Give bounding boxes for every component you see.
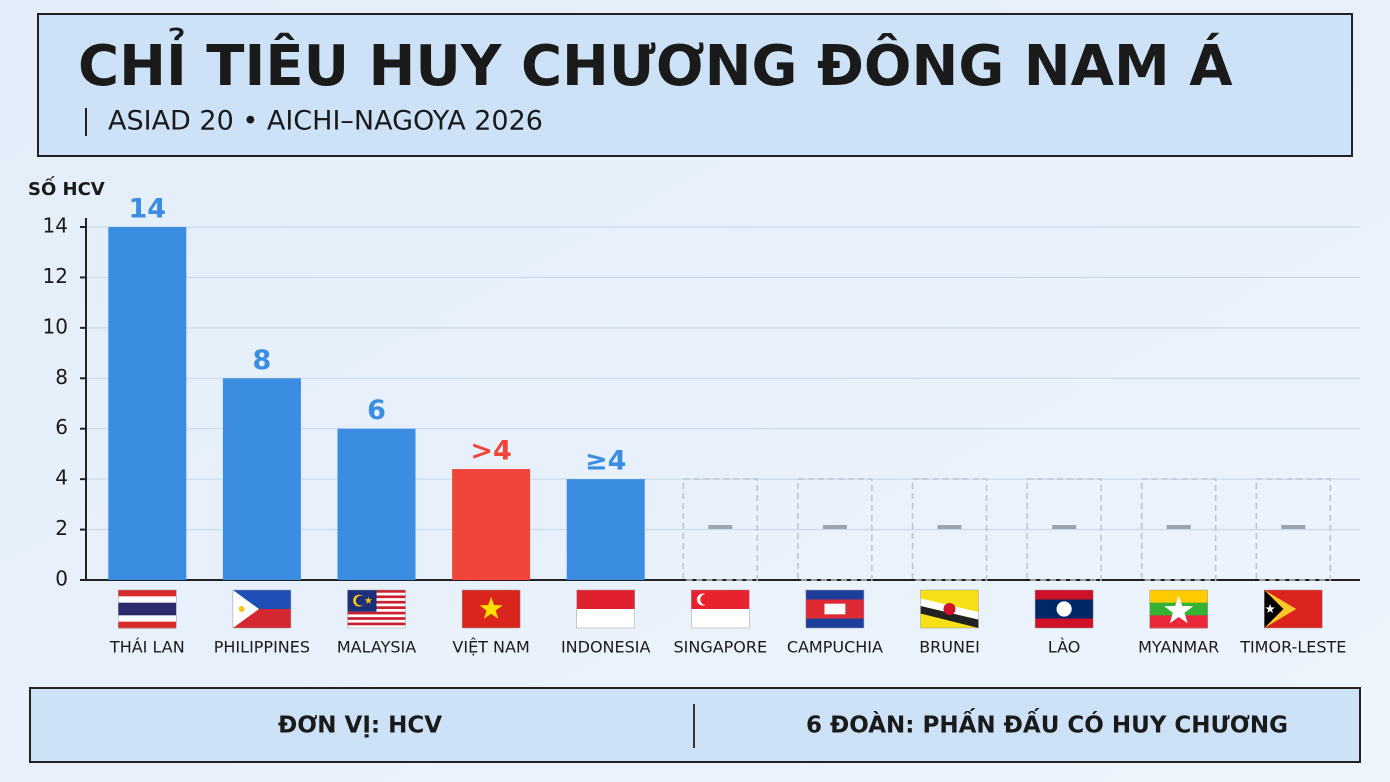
y-tick-label: 10: [43, 314, 68, 338]
flag-border: [461, 589, 521, 629]
flag-sun: [238, 606, 245, 612]
flag-stripe: [347, 614, 406, 618]
flag-triangle: [1264, 590, 1284, 628]
flag-band: [920, 605, 979, 628]
placeholder-dash: [1166, 525, 1191, 529]
placeholder-box: [682, 478, 759, 581]
x-tick-label: BRUNEI: [919, 638, 980, 657]
value-label: >4: [470, 436, 511, 467]
placeholder-box: [911, 478, 988, 581]
y-tick-label: 12: [43, 264, 68, 288]
flag-border: [691, 589, 750, 629]
flag: [1149, 589, 1208, 629]
y-tick-label: 4: [55, 466, 68, 490]
x-tick-label: LÀO: [1048, 638, 1081, 657]
flag-triangle: [232, 590, 259, 628]
placeholder-box: [1026, 478, 1102, 581]
flag: [347, 589, 406, 629]
title-box: [37, 13, 1353, 157]
bar: [337, 428, 416, 580]
y-tick-label: 6: [55, 415, 68, 439]
x-tick-label: THÁI LAN: [109, 638, 185, 657]
placeholder-box: [1255, 478, 1332, 581]
flag-border: [1034, 589, 1094, 629]
flag-stripe: [691, 609, 750, 628]
bar: [108, 227, 187, 580]
flag-stripe: [118, 615, 177, 623]
flag-border: [576, 589, 635, 629]
x-tick-label: MYANMAR: [1138, 638, 1219, 657]
value-label: ≥4: [585, 446, 626, 477]
y-axis-label: SỐ HCV: [28, 176, 105, 200]
flag-stripe: [118, 621, 177, 629]
x-tick-label: PHILIPPINES: [214, 638, 310, 657]
flag-border: [232, 589, 292, 629]
flag: [461, 589, 521, 629]
flag: [576, 589, 635, 629]
placeholder-dash: [822, 525, 847, 529]
flag-emblem: [943, 603, 956, 615]
flag-border: [1149, 589, 1208, 629]
flag-stripe: [118, 602, 177, 616]
flag-stripe: [347, 622, 406, 626]
flag-star: [1265, 604, 1275, 613]
flag-border: [1264, 589, 1323, 629]
y-tick-label: 2: [55, 516, 68, 540]
value-label: 8: [253, 345, 272, 376]
x-tick-label: MALAYSIA: [337, 638, 416, 657]
flag-star: [1164, 595, 1194, 624]
flag: [1034, 589, 1094, 629]
flag-stripe: [347, 617, 406, 621]
chart-title: CHỈ TIÊU HUY CHƯƠNG ĐÔNG NAM Á: [78, 28, 1233, 99]
chart-subtitle: ASIAD 20 • AICHI–NAGOYA 2026: [108, 106, 543, 137]
flag-stripe: [347, 619, 406, 623]
placeholder-box: [797, 478, 873, 581]
flag-stripe: [347, 625, 406, 629]
placeholder-box: [1140, 478, 1217, 581]
flag: [118, 589, 177, 629]
flag-border: [118, 589, 177, 629]
flag-stripe: [118, 590, 177, 597]
flag: [232, 589, 292, 629]
footer-right: 6 ĐOÀN: PHẤN ĐẤU CÓ HUY CHƯƠNG: [806, 708, 1288, 739]
flag-stripe: [576, 590, 635, 609]
bar: [452, 469, 531, 580]
flag-stripe: [1149, 615, 1208, 629]
bar: [566, 479, 645, 580]
placeholder-dash: [708, 525, 733, 529]
value-label: 6: [367, 395, 386, 426]
flag-star: [364, 596, 373, 604]
placeholder-dash: [1052, 525, 1077, 529]
flag: [805, 589, 865, 629]
flag-border: [347, 589, 406, 629]
flag: [691, 589, 750, 629]
flag-temple: [824, 603, 846, 615]
y-tick-label: 14: [43, 214, 68, 238]
x-tick-label: SINGAPORE: [673, 638, 767, 657]
flag-moon-cut: [355, 595, 366, 606]
flag-stripe: [347, 611, 406, 615]
flag-stripe: [118, 596, 177, 604]
x-tick-label: INDONESIA: [561, 638, 651, 657]
x-tick-label: CAMPUCHIA: [787, 638, 883, 657]
flag-stripe: [576, 609, 635, 628]
footer-left: ĐƠN VỊ: HCV: [278, 713, 442, 739]
x-tick-label: VIỆT NAM: [452, 638, 529, 657]
value-label: 14: [129, 194, 167, 225]
y-tick-label: 8: [55, 365, 68, 389]
placeholder-dash: [937, 525, 962, 529]
y-tick-label: 0: [55, 567, 68, 591]
flag-disc: [1056, 601, 1072, 617]
x-tick-label: TIMOR-LESTE: [1239, 638, 1346, 657]
flag: [1264, 589, 1323, 629]
flag-moon-cut: [700, 594, 712, 605]
flag: [920, 589, 979, 629]
flag-border: [920, 589, 979, 629]
flag-border: [805, 589, 865, 629]
flag-star: [479, 596, 503, 619]
placeholder-dash: [1281, 525, 1306, 529]
bar: [222, 378, 301, 580]
